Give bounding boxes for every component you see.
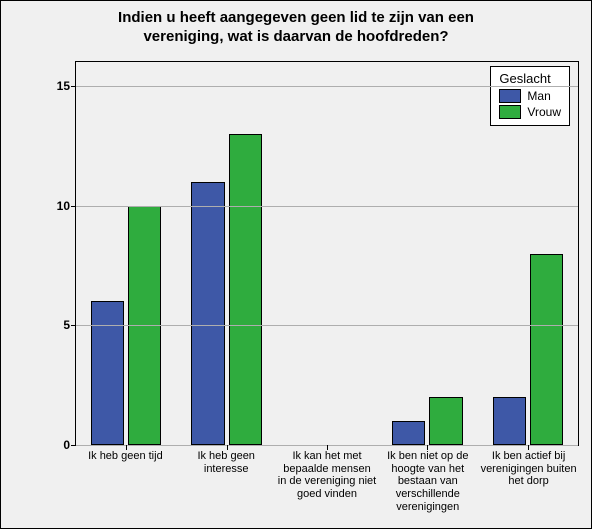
bar [530,254,563,446]
x-axis-label: Ik heb geen tijd [75,448,176,524]
y-tick-label: 5 [63,318,76,332]
chart-title: Indien u heeft aangegeven geen lid te zi… [1,1,591,51]
bars-layer [76,62,578,445]
plot-wrap: Aantal respondenten Geslacht Man Vrouw 0… [41,61,579,446]
bar [429,397,462,445]
gridline [76,325,578,326]
gridline [76,86,578,87]
chart-container: Indien u heeft aangegeven geen lid te zi… [0,0,592,529]
x-axis-label: Ik ben niet op de hoogte van het bestaan… [377,448,478,524]
bar [191,182,224,445]
x-axis-label: Ik kan het met bepaalde mensen in de ver… [277,448,378,524]
title-line-1: Indien u heeft aangegeven geen lid te zi… [118,9,474,26]
gridline [76,206,578,207]
bar [91,301,124,445]
bar [493,397,526,445]
x-axis-labels: Ik heb geen tijdIk heb geen interesseIk … [75,448,579,524]
plot-area: Geslacht Man Vrouw 051015 [75,61,579,446]
x-axis-label: Ik ben actief bij verenigingen buiten he… [478,448,579,524]
x-axis-label: Ik heb geen interesse [176,448,277,524]
y-tick-label: 15 [57,79,76,93]
y-tick-label: 10 [57,199,76,213]
title-line-2: vereniging, wat is daarvan de hoofdreden… [143,28,448,45]
bar [229,134,262,445]
bar [392,421,425,445]
